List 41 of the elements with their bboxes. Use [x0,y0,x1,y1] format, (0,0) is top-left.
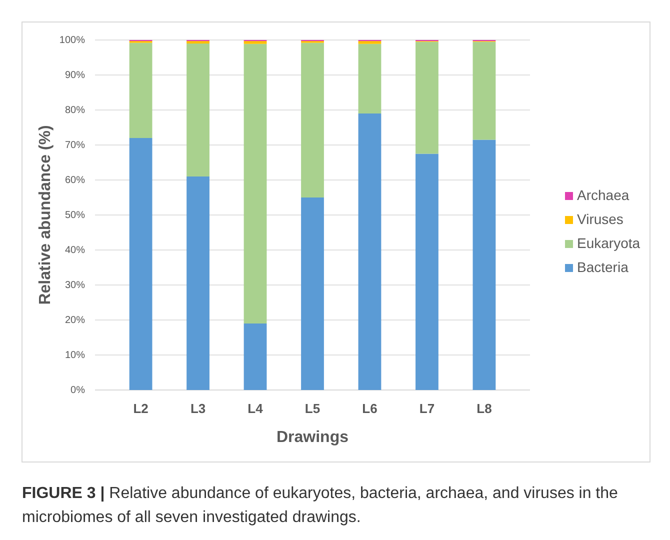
bar [129,138,152,390]
bar [244,41,267,44]
y-tick-label: 100% [59,35,86,46]
bar [301,42,324,198]
x-tick-label: L8 [476,401,492,416]
y-tick-label: 0% [70,385,86,396]
x-tick-label: L3 [190,401,206,416]
bar [472,42,496,140]
legend-label: Eukaryota [577,235,640,251]
bar [244,44,267,324]
bar [358,114,382,390]
legend-label: Viruses [577,211,624,227]
y-tick-label: 20% [64,315,86,326]
bar [186,176,210,390]
y-tick-label: 80% [64,105,86,116]
x-tick-label: L2 [133,401,148,416]
caption: FIGURE 3 | Relative abundance of eukaryotes, bacteria, archaea, and viruses in the microbiomes of all seven investigated drawings. [22,485,618,526]
bar [358,44,382,114]
bar [416,42,438,154]
bar [358,41,382,44]
bar [186,44,210,176]
bar [244,324,267,390]
bar [301,198,324,390]
y-tick-label: 10% [64,350,86,362]
x-tick-label: L4 [248,401,264,416]
x-tick-label: L5 [304,401,320,416]
legend-label: Archaea [577,187,630,203]
y-tick-label: 50% [64,210,86,222]
y-tick-label: 70% [64,140,86,152]
y-tick-label: 30% [64,280,86,292]
bar [472,140,496,390]
x-axis-title: Drawings [276,429,349,446]
x-tick-label: L6 [362,401,378,416]
bar [129,42,152,138]
y-tick-label: 40% [64,245,86,256]
legend-label: Bacteria [577,259,629,275]
bar [416,154,438,390]
y-tick-label: 90% [64,70,86,82]
x-tick-label: L7 [419,401,435,416]
y-axis-title: Relative abundance (%) [37,125,54,305]
y-tick-label: 60% [64,175,86,186]
